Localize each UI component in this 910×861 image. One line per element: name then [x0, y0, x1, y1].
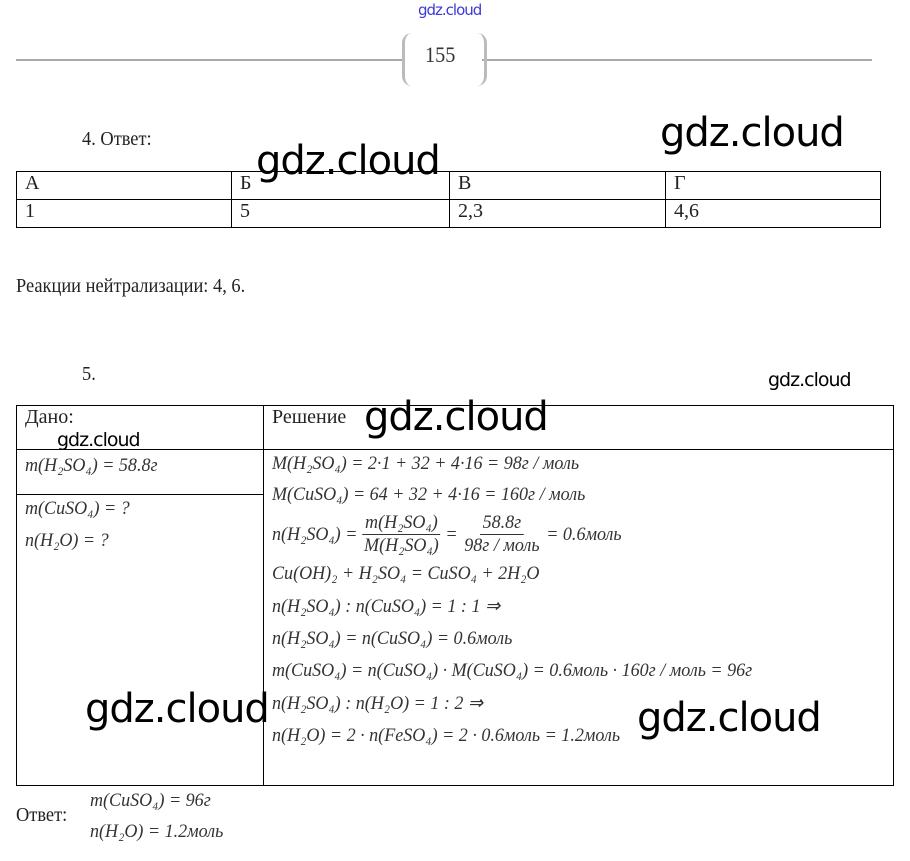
- table-cell: 4,6: [665, 199, 881, 228]
- find-value: n(H₂O) = ?: [25, 530, 109, 551]
- solution-line: M(H₂SO₄) = 2·1 + 32 + 4·16 = 98г / моль: [272, 453, 580, 474]
- solution-line: n(H₂SO₄) = n(CuSO₄) = 0.6моль: [272, 628, 513, 649]
- watermark: gdz.cloud: [57, 429, 141, 451]
- watermark: gdz.cloud: [637, 695, 822, 741]
- table-header-cell: Б: [231, 171, 450, 200]
- equals-sign: =: [445, 523, 458, 545]
- task4-answer-table: А Б В Г 1 5 2,3 4,6: [16, 171, 881, 228]
- header-rule-right: [482, 59, 872, 61]
- numerator: m(H₂SO₄): [362, 512, 441, 535]
- find-value: m(CuSO₄) = ?: [25, 498, 130, 519]
- watermark: gdz.cloud: [85, 686, 270, 732]
- solution-line: n(H₂SO₄) : n(CuSO₄) = 1 : 1 ⇒: [272, 596, 501, 617]
- neutralization-note: Реакции нейтрализации: 4, 6.: [16, 275, 246, 297]
- task5-label: 5.: [82, 363, 96, 385]
- watermark: gdz.cloud: [256, 138, 441, 184]
- header-rule-left: [16, 59, 404, 61]
- watermark: gdz.cloud: [364, 394, 549, 440]
- table-cell: 1: [16, 199, 232, 228]
- answer-value: n(H₂O) = 1.2моль: [90, 821, 224, 842]
- task5-table: Дано: Решение m(H₂SO₄) = 58.8г M(H₂SO₄) …: [16, 405, 894, 786]
- fraction-rhs: = 0.6моль: [546, 523, 622, 545]
- fraction: 58.8г 98г / моль: [461, 512, 542, 557]
- solution-cell: M(H₂SO₄) = 2·1 + 32 + 4·16 = 98г / моль …: [263, 449, 894, 786]
- denominator: 98г / моль: [464, 535, 540, 556]
- table-header-row: А Б В Г: [16, 171, 881, 200]
- solution-header: Решение: [263, 405, 894, 450]
- given-cell: m(H₂SO₄) = 58.8г: [16, 449, 264, 495]
- fraction-lhs: n(H₂SO₄) =: [272, 523, 358, 545]
- header-watermark-link[interactable]: gdz.cloud: [418, 1, 482, 19]
- solution-line: n(H₂O) = 2 · n(FeSO₄) = 2 · 0.6моль = 1.…: [272, 725, 621, 746]
- given-value: m(H₂SO₄) = 58.8г: [25, 455, 158, 476]
- find-cell: m(CuSO₄) = ? n(H₂O) = ?: [16, 494, 264, 786]
- table-header-cell: В: [449, 171, 666, 200]
- solution-line: m(CuSO₄) = n(CuSO₄) · M(CuSO₄) = 0.6моль…: [272, 660, 753, 681]
- page-number: 155: [425, 42, 456, 67]
- table-header-cell: Г: [665, 171, 881, 200]
- watermark: gdz.cloud: [768, 369, 852, 391]
- answer-label: Ответ:: [16, 804, 68, 826]
- table-row: 1 5 2,3 4,6: [16, 199, 881, 228]
- solution-line: Cu(OH)₂ + H₂SO₄ = CuSO₄ + 2H₂O: [272, 563, 540, 584]
- solution-line-fraction: n(H₂SO₄) = m(H₂SO₄) M(H₂SO₄) = 58.8г 98г /…: [272, 512, 862, 557]
- task4-label: 4. Ответ:: [82, 128, 152, 150]
- table-cell: 2,3: [449, 199, 666, 228]
- page-number-bracket: [402, 33, 487, 86]
- numerator: 58.8г: [479, 512, 525, 535]
- solution-line: M(CuSO₄) = 64 + 32 + 4·16 = 160г / моль: [272, 484, 586, 505]
- table-header-cell: А: [16, 171, 232, 200]
- table-cell: 5: [231, 199, 450, 228]
- answer-value: m(CuSO₄) = 96г: [90, 790, 211, 811]
- solution-line: n(H₂SO₄) : n(H₂O) = 1 : 2 ⇒: [272, 693, 484, 714]
- watermark: gdz.cloud: [660, 110, 845, 156]
- denominator: M(H₂SO₄): [364, 535, 439, 556]
- given-header: Дано:: [16, 405, 264, 450]
- fraction: m(H₂SO₄) M(H₂SO₄): [361, 512, 441, 557]
